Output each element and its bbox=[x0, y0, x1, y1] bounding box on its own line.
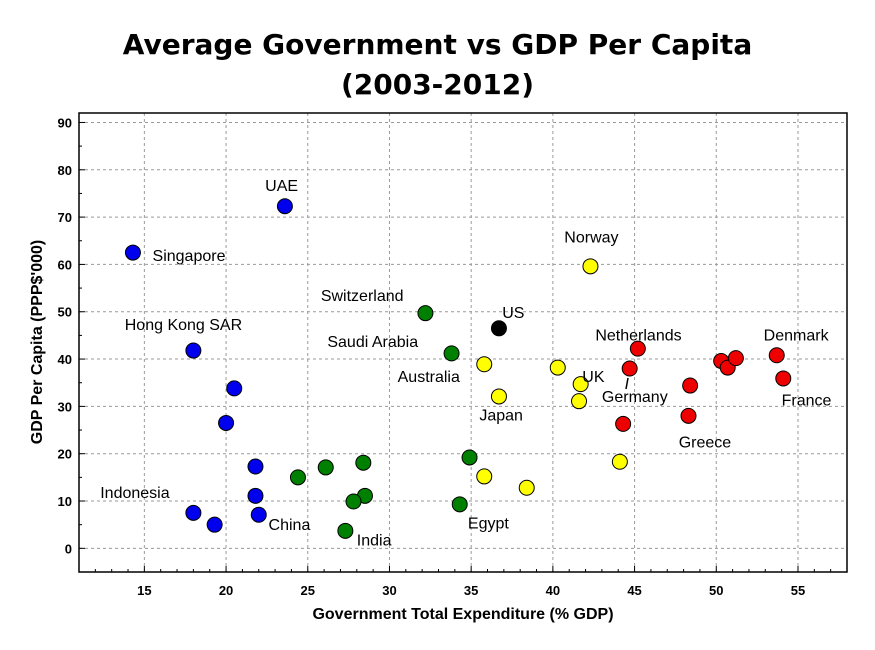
point-labels: UAE Singapore Hong Kong SAR Indonesia China S… bbox=[100, 178, 831, 549]
point-label: Greece bbox=[679, 435, 732, 452]
x-tick-label: 25 bbox=[301, 583, 315, 598]
point-label: Hong Kong SAR bbox=[125, 317, 242, 334]
data-point bbox=[355, 454, 372, 471]
data-point bbox=[247, 487, 264, 504]
y-tick-label: 50 bbox=[58, 305, 72, 320]
point-label: UAE bbox=[265, 178, 298, 195]
data-point bbox=[276, 198, 293, 215]
y-tick-label: 30 bbox=[58, 399, 72, 414]
x-tick-label: 30 bbox=[382, 583, 396, 598]
point-label: Japan bbox=[479, 408, 523, 425]
point-label: Australia bbox=[398, 369, 460, 386]
data-point bbox=[571, 393, 588, 410]
chart-title: Average Government vs GDP Per Capita bbox=[122, 28, 753, 61]
x-tick-label: 50 bbox=[709, 583, 723, 598]
data-point bbox=[417, 305, 434, 322]
x-axis-label: Government Total Expenditure (% GDP) bbox=[312, 606, 613, 623]
x-tick-label: 40 bbox=[546, 583, 560, 598]
y-tick-label: 40 bbox=[58, 352, 72, 367]
point-label: Germany bbox=[602, 389, 668, 406]
data-point bbox=[775, 370, 792, 387]
data-point bbox=[611, 453, 628, 470]
point-label: India bbox=[357, 533, 392, 550]
point-label: US bbox=[502, 305, 524, 322]
data-point bbox=[629, 340, 646, 357]
y-tick-label: 0 bbox=[65, 541, 72, 556]
data-point bbox=[476, 356, 493, 373]
data-point bbox=[124, 244, 141, 261]
point-label: Saudi Arabia bbox=[327, 334, 418, 351]
x-tick-label: 20 bbox=[219, 583, 233, 598]
data-point bbox=[615, 415, 632, 432]
data-point bbox=[680, 407, 697, 424]
data-point bbox=[490, 388, 507, 405]
data-point bbox=[185, 342, 202, 359]
data-point bbox=[621, 360, 638, 377]
data-point bbox=[226, 380, 243, 397]
plot-frame bbox=[78, 112, 848, 573]
y-tick-label: 60 bbox=[58, 257, 72, 272]
axis-ticks: 15 20 25 30 35 40 45 50 55 0 10 20 30 40 50 60 70 80 90 bbox=[58, 115, 848, 598]
point-label: Norway bbox=[564, 230, 618, 247]
data-point bbox=[337, 522, 354, 539]
point-label: Denmark bbox=[764, 328, 830, 345]
germany-leader-line bbox=[625, 377, 629, 390]
data-point bbox=[185, 504, 202, 521]
data-point bbox=[476, 468, 493, 485]
point-label: Indonesia bbox=[100, 485, 169, 502]
point-label: Netherlands bbox=[595, 328, 681, 345]
y-tick-label: 90 bbox=[58, 115, 72, 130]
data-point bbox=[247, 458, 264, 475]
x-tick-label: 45 bbox=[627, 583, 641, 598]
data-point bbox=[289, 469, 306, 486]
point-label: Switzerland bbox=[321, 288, 404, 305]
data-point bbox=[768, 347, 785, 364]
point-label: UK bbox=[582, 369, 605, 386]
y-tick-label: 80 bbox=[58, 163, 72, 178]
point-label: Egypt bbox=[468, 515, 509, 532]
data-point bbox=[518, 479, 535, 496]
data-point bbox=[443, 345, 460, 362]
data-point bbox=[451, 496, 468, 513]
data-point bbox=[682, 377, 699, 394]
data-point bbox=[549, 359, 566, 376]
data-point bbox=[317, 459, 334, 476]
x-tick-label: 35 bbox=[464, 583, 478, 598]
data-point bbox=[572, 376, 589, 393]
x-tick-label: 55 bbox=[791, 583, 805, 598]
y-tick-label: 20 bbox=[58, 447, 72, 462]
data-point bbox=[727, 350, 744, 367]
x-tick-label: 15 bbox=[137, 583, 151, 598]
data-point bbox=[345, 493, 362, 510]
data-point bbox=[206, 516, 223, 533]
point-label: Singapore bbox=[153, 248, 226, 265]
data-point bbox=[250, 506, 267, 523]
chart-subtitle: (2003-2012) bbox=[340, 68, 535, 101]
data-point bbox=[490, 320, 507, 337]
point-label: China bbox=[269, 517, 311, 534]
data-point bbox=[461, 449, 478, 466]
data-point bbox=[582, 258, 599, 275]
y-tick-label: 70 bbox=[58, 210, 72, 225]
y-tick-label: 10 bbox=[58, 494, 72, 509]
data-point bbox=[218, 414, 235, 431]
y-axis-label: GDP Per Capita (PPP$'000) bbox=[29, 240, 46, 444]
point-label: France bbox=[782, 392, 832, 409]
data-points bbox=[124, 198, 792, 539]
